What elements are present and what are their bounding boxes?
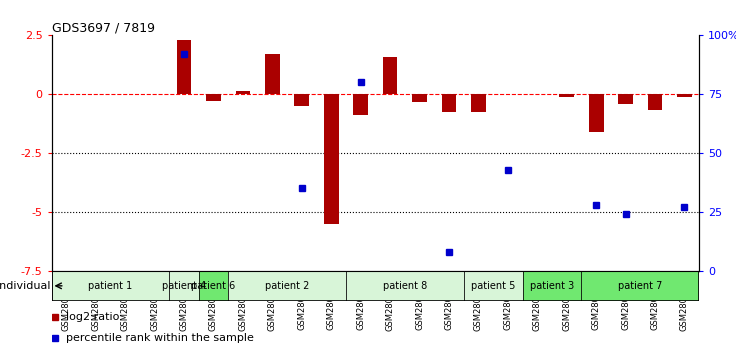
- Text: patient 6: patient 6: [191, 281, 236, 291]
- Text: percentile rank within the sample: percentile rank within the sample: [66, 333, 254, 343]
- Bar: [523, 271, 581, 301]
- Bar: [471, 94, 486, 112]
- Bar: [581, 271, 699, 301]
- Bar: [648, 94, 662, 109]
- Text: patient 7: patient 7: [618, 281, 662, 291]
- Text: patient 4: patient 4: [162, 281, 206, 291]
- Bar: [464, 271, 523, 301]
- Bar: [442, 94, 456, 112]
- Bar: [346, 271, 464, 301]
- Bar: [228, 271, 346, 301]
- Bar: [177, 40, 191, 94]
- Bar: [589, 94, 604, 132]
- Text: patient 2: patient 2: [265, 281, 309, 291]
- Bar: [618, 94, 633, 104]
- Text: patient 1: patient 1: [88, 281, 132, 291]
- Bar: [199, 271, 228, 301]
- Bar: [383, 57, 397, 94]
- Text: GDS3697 / 7819: GDS3697 / 7819: [52, 21, 155, 34]
- Bar: [52, 271, 169, 301]
- Bar: [236, 91, 250, 94]
- Text: patient 3: patient 3: [530, 281, 574, 291]
- Bar: [169, 271, 199, 301]
- Bar: [324, 94, 339, 224]
- Bar: [559, 94, 574, 97]
- Bar: [677, 94, 692, 97]
- Bar: [412, 94, 427, 103]
- Text: patient 8: patient 8: [383, 281, 427, 291]
- Bar: [294, 94, 309, 106]
- Text: log2 ratio: log2 ratio: [66, 312, 120, 322]
- Text: individual: individual: [0, 281, 50, 291]
- Bar: [265, 54, 280, 94]
- Bar: [353, 94, 368, 115]
- Text: patient 5: patient 5: [471, 281, 515, 291]
- Bar: [206, 94, 221, 101]
